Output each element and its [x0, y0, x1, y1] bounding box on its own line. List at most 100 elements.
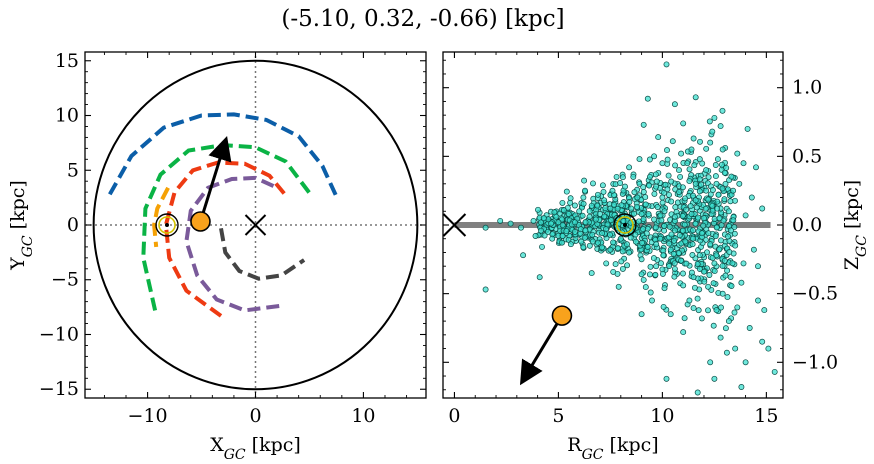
star-point [560, 207, 567, 214]
star-point [638, 256, 645, 263]
star-point [672, 162, 679, 169]
star-point [707, 359, 714, 366]
star-point [717, 123, 724, 130]
xy-y-tick-label: −5 [51, 269, 79, 291]
xy-y-tick-label: 5 [67, 159, 79, 181]
star-point [617, 235, 624, 242]
spiral-arm-3 [163, 160, 288, 318]
star-point [664, 156, 671, 163]
star-point [712, 233, 719, 240]
star-point [668, 231, 675, 238]
star-point [661, 208, 668, 215]
star-point [619, 248, 626, 255]
star-point [582, 227, 589, 234]
rz-x-tick-label: 5 [552, 405, 564, 427]
star-point [693, 204, 700, 211]
star-point [646, 173, 653, 180]
star-point [702, 205, 709, 212]
star-point [698, 181, 705, 188]
star-point [601, 197, 608, 204]
star-point [666, 240, 673, 247]
star-point [719, 146, 726, 153]
star-point [710, 280, 717, 287]
star-point [696, 188, 703, 195]
star-point [717, 334, 724, 341]
star-point [668, 178, 675, 185]
star-point [719, 107, 726, 114]
spiral-arm-4 [184, 175, 280, 313]
star-point [661, 223, 668, 229]
star-point [580, 194, 587, 201]
xy-y-tick-label: 0 [67, 214, 79, 236]
star-point [600, 188, 607, 195]
star-point [713, 307, 720, 314]
star-point [721, 196, 728, 203]
star-point [660, 252, 667, 259]
star-point [750, 246, 757, 253]
star-point [634, 194, 641, 201]
star-point [692, 180, 699, 187]
star-point [714, 156, 721, 163]
star-point [710, 322, 717, 329]
star-point [665, 172, 672, 179]
star-point [646, 182, 653, 189]
star-point [607, 205, 614, 212]
star-point [682, 195, 689, 202]
star-point [671, 101, 678, 108]
star-point [640, 276, 647, 283]
star-point [497, 217, 504, 224]
xy-x-tick-label: 0 [249, 405, 261, 427]
star-point [482, 286, 489, 293]
star-point [738, 279, 745, 286]
star-point [698, 315, 705, 322]
star-point [615, 283, 622, 290]
star-point [727, 198, 734, 205]
star-point [661, 285, 668, 292]
star-point [753, 164, 759, 171]
star-point [709, 187, 716, 193]
star-point [705, 283, 712, 290]
star-point [727, 274, 734, 280]
star-point [666, 223, 673, 230]
rz-x-tick-label: 10 [650, 405, 674, 427]
star-point [713, 224, 720, 231]
star-point [718, 304, 724, 311]
star-point [578, 238, 585, 245]
star-point [572, 219, 578, 226]
star-point [582, 187, 588, 194]
star-point [686, 166, 693, 173]
star-point [638, 311, 645, 318]
rz-y-tick-label: 0.0 [792, 214, 822, 236]
star-point [626, 199, 633, 205]
star-point [640, 121, 647, 128]
star-point [586, 208, 593, 215]
star-point [576, 208, 583, 215]
star-point [748, 194, 755, 201]
star-point [724, 294, 731, 301]
star-point [681, 221, 688, 228]
star-point [690, 274, 697, 281]
star-point [581, 177, 588, 184]
star-point [691, 284, 698, 291]
star-point [688, 211, 695, 217]
star-point [705, 307, 711, 314]
star-point [620, 218, 627, 224]
star-point [691, 162, 698, 169]
rz-y-axis-label: ZGC [kpc] [841, 180, 870, 270]
star-point [666, 263, 673, 269]
star-point [709, 128, 716, 135]
xy-y-tick-label: 10 [55, 105, 79, 127]
star-point [680, 282, 687, 289]
star-point [652, 224, 659, 231]
xy-sun-marker [155, 213, 179, 237]
star-point [652, 171, 659, 178]
star-point [759, 338, 766, 345]
star-point [571, 202, 578, 209]
star-point [660, 303, 667, 310]
star-point [690, 227, 696, 234]
star-point [684, 160, 691, 167]
rz-y-tick-label: −0.5 [792, 283, 838, 305]
star-point [711, 114, 718, 121]
star-point [683, 260, 690, 267]
